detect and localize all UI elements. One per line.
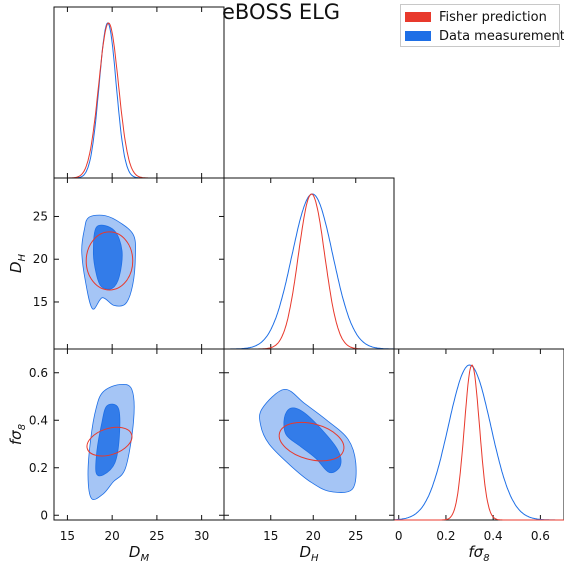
x-tick-label: 25 xyxy=(149,529,164,543)
panel-1-1 xyxy=(223,177,395,350)
y-tick-label: 25 xyxy=(33,209,48,223)
fisher-contour xyxy=(86,426,133,457)
fisher-marginal xyxy=(224,193,394,350)
legend-item-fisher: Fisher prediction xyxy=(405,8,547,26)
data-marginal xyxy=(224,193,394,350)
panel-1-0 xyxy=(53,177,225,350)
fisher-contour xyxy=(85,231,134,291)
panel-frame xyxy=(53,348,225,521)
panel-frame xyxy=(53,177,225,350)
y-axis-label: fσ8 xyxy=(7,424,28,445)
fisher-contour xyxy=(278,421,345,462)
x-axis-label: DM xyxy=(129,543,150,564)
legend-label-fisher: Fisher prediction xyxy=(439,9,547,25)
data-marginal xyxy=(54,22,224,179)
x-tick-label: 0 xyxy=(395,529,403,543)
y-axis-label: DH xyxy=(7,253,28,273)
x-axis-label: DH xyxy=(299,543,319,564)
x-tick-label: 25 xyxy=(348,529,363,543)
x-tick-label: 20 xyxy=(105,529,120,543)
legend-swatch-data xyxy=(405,31,431,41)
y-tick-label: 0 xyxy=(40,508,48,522)
fisher-marginal xyxy=(394,364,564,521)
data-contour-68 xyxy=(92,224,123,290)
panel-0-0 xyxy=(53,6,225,179)
y-tick-label: 0.4 xyxy=(29,413,48,427)
chart-title: eBOSS ELG xyxy=(222,0,341,24)
y-tick-label: 15 xyxy=(33,295,48,309)
data-marginal xyxy=(394,364,564,521)
panel-frame xyxy=(393,348,564,521)
data-contour-68 xyxy=(283,407,342,474)
x-tick-label: 0.4 xyxy=(484,529,503,543)
panel-frame xyxy=(53,6,225,179)
legend-item-data: Data measurement xyxy=(405,27,564,45)
panel-frame xyxy=(223,348,395,521)
fisher-marginal xyxy=(54,22,224,179)
panel-2-1 xyxy=(223,348,395,521)
panel-frame xyxy=(223,177,395,350)
data-contour-68 xyxy=(95,403,121,477)
x-tick-label: 20 xyxy=(306,529,321,543)
x-axis-label: fσ8 xyxy=(468,543,489,564)
x-tick-label: 0.6 xyxy=(531,529,550,543)
panel-2-2 xyxy=(393,348,564,521)
panel-2-0 xyxy=(53,348,225,521)
y-tick-label: 0.6 xyxy=(29,366,48,380)
x-tick-label: 0.2 xyxy=(436,529,455,543)
legend-swatch-fisher xyxy=(405,12,431,22)
x-tick-label: 15 xyxy=(60,529,75,543)
y-tick-label: 0.2 xyxy=(29,461,48,475)
legend: Fisher prediction Data measurement xyxy=(400,4,564,47)
x-tick-label: 30 xyxy=(194,529,209,543)
legend-label-data: Data measurement xyxy=(439,28,564,44)
y-tick-label: 20 xyxy=(33,252,48,266)
x-tick-label: 15 xyxy=(263,529,278,543)
